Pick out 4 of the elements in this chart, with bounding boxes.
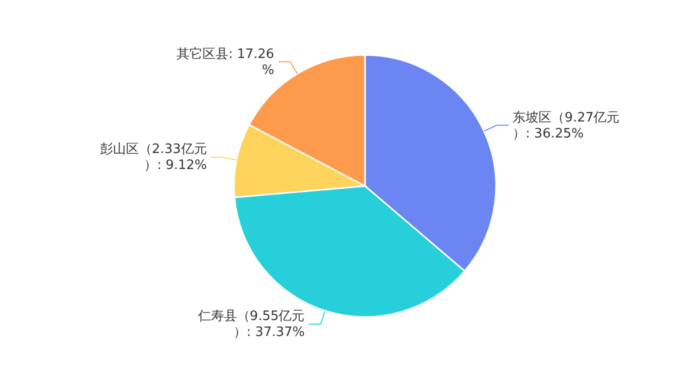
slice-label: 其它区县: 17.26% bbox=[176, 46, 274, 78]
slice-label: 彭山区（2.33亿元）: 9.12% bbox=[100, 142, 207, 174]
slice-label: 东坡区（9.27亿元）: 36.25% bbox=[512, 110, 620, 142]
slice-label: 仁寿县（9.55亿元）: 37.37% bbox=[196, 309, 305, 340]
